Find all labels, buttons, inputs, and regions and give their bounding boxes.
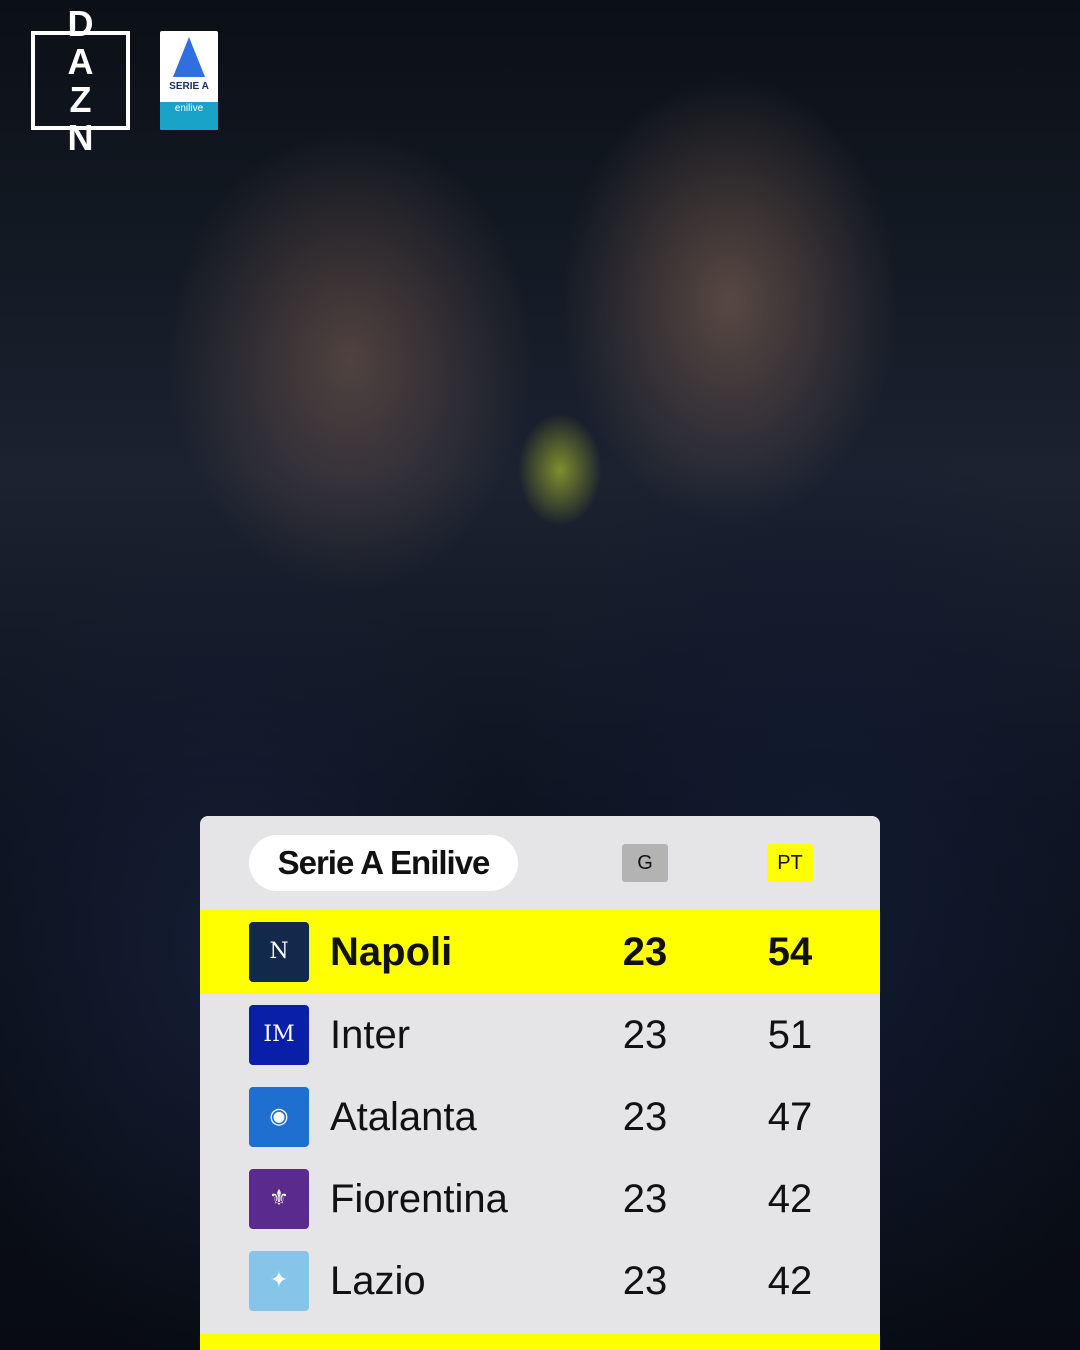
team-name: Napoli xyxy=(330,930,453,974)
table-row: IM Inter 23 51 xyxy=(200,994,880,1076)
fiorentina-crest-icon: ⚜ xyxy=(249,1169,309,1229)
table-row: ◉ Atalanta 23 47 xyxy=(200,1076,880,1158)
points-header: PT xyxy=(767,844,813,882)
points-value: 47 xyxy=(767,1095,813,1139)
points-value: 42 xyxy=(767,1259,813,1303)
games-value: 23 xyxy=(622,1177,668,1221)
inter-crest-icon: IM xyxy=(249,1005,309,1065)
standings-card: Serie A Enilive G PT N Napoli 23 54 IM In… xyxy=(200,816,880,1350)
table-row: N Napoli 23 54 xyxy=(200,910,880,994)
points-value: 42 xyxy=(767,1177,813,1221)
napoli-crest-icon: N xyxy=(249,922,309,982)
games-header: G xyxy=(622,844,668,882)
games-value: 23 xyxy=(622,1095,668,1139)
table-row: ⚜ Fiorentina 23 42 xyxy=(200,1158,880,1240)
lazio-crest-icon: ✦ xyxy=(249,1251,309,1311)
games-value: 23 xyxy=(622,1259,668,1303)
team-name: Inter xyxy=(330,1013,411,1057)
games-value: 23 xyxy=(622,930,668,974)
team-name: Atalanta xyxy=(330,1095,477,1139)
bottom-accent-bar xyxy=(200,1334,880,1350)
dazn-logo: DAZN xyxy=(31,4,130,156)
points-value: 54 xyxy=(767,930,813,974)
games-value: 23 xyxy=(622,1013,668,1057)
atalanta-crest-icon: ◉ xyxy=(249,1087,309,1147)
table-row: ✦ Lazio 23 42 xyxy=(200,1240,880,1322)
dazn-logo-text: DAZN xyxy=(67,2,102,158)
points-value: 51 xyxy=(767,1013,813,1057)
league-title: Serie A Enilive xyxy=(249,835,518,891)
team-name: Lazio xyxy=(330,1259,426,1303)
team-name: Fiorentina xyxy=(330,1177,508,1221)
